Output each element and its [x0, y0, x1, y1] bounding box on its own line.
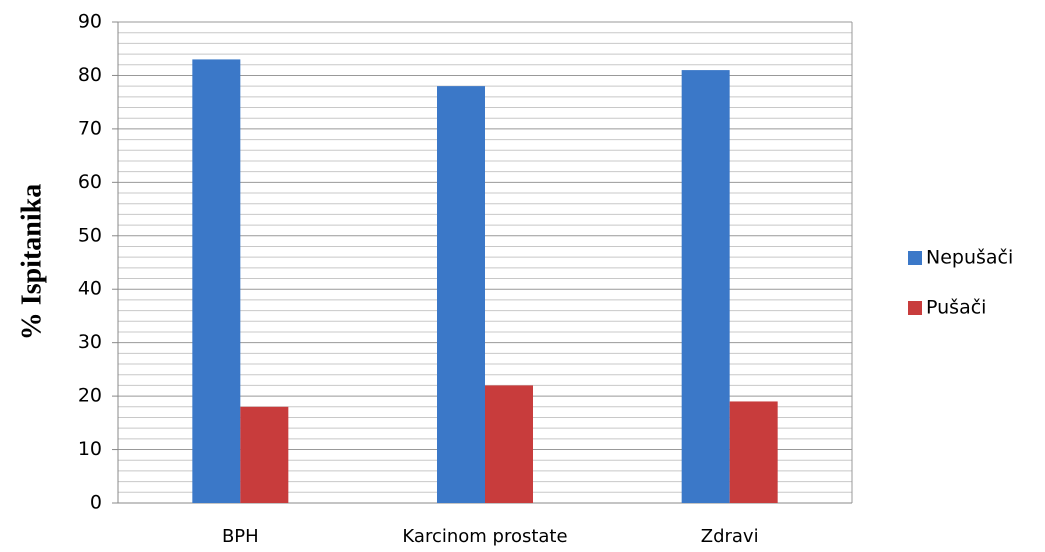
legend-label: Pušači	[926, 297, 986, 319]
bar	[192, 59, 241, 504]
legend-swatch	[908, 301, 922, 315]
y-tick-label: 30	[78, 331, 102, 353]
y-tick-label: 40	[78, 278, 102, 300]
y-tick-label: 20	[78, 385, 102, 407]
y-tick-label: 10	[78, 438, 102, 460]
y-tick-label: 0	[90, 492, 102, 514]
bar	[729, 401, 778, 503]
y-tick-label: 80	[78, 64, 102, 86]
bar	[485, 385, 533, 503]
legend-swatch	[908, 251, 922, 265]
y-tick-label: 70	[78, 117, 102, 139]
x-tick-label: BPH	[222, 526, 259, 547]
bar	[240, 406, 289, 503]
y-axis-label: % Ispitanika	[16, 184, 47, 340]
bar	[681, 70, 730, 503]
y-tick-label: 50	[78, 224, 102, 246]
legend-label: Nepušači	[926, 247, 1013, 269]
x-tick-label: Karcinom prostate	[402, 526, 567, 547]
y-tick-label: 90	[78, 11, 102, 33]
y-tick-label: 60	[78, 171, 102, 193]
x-tick-label: Zdravi	[701, 526, 759, 547]
bar	[437, 86, 485, 503]
